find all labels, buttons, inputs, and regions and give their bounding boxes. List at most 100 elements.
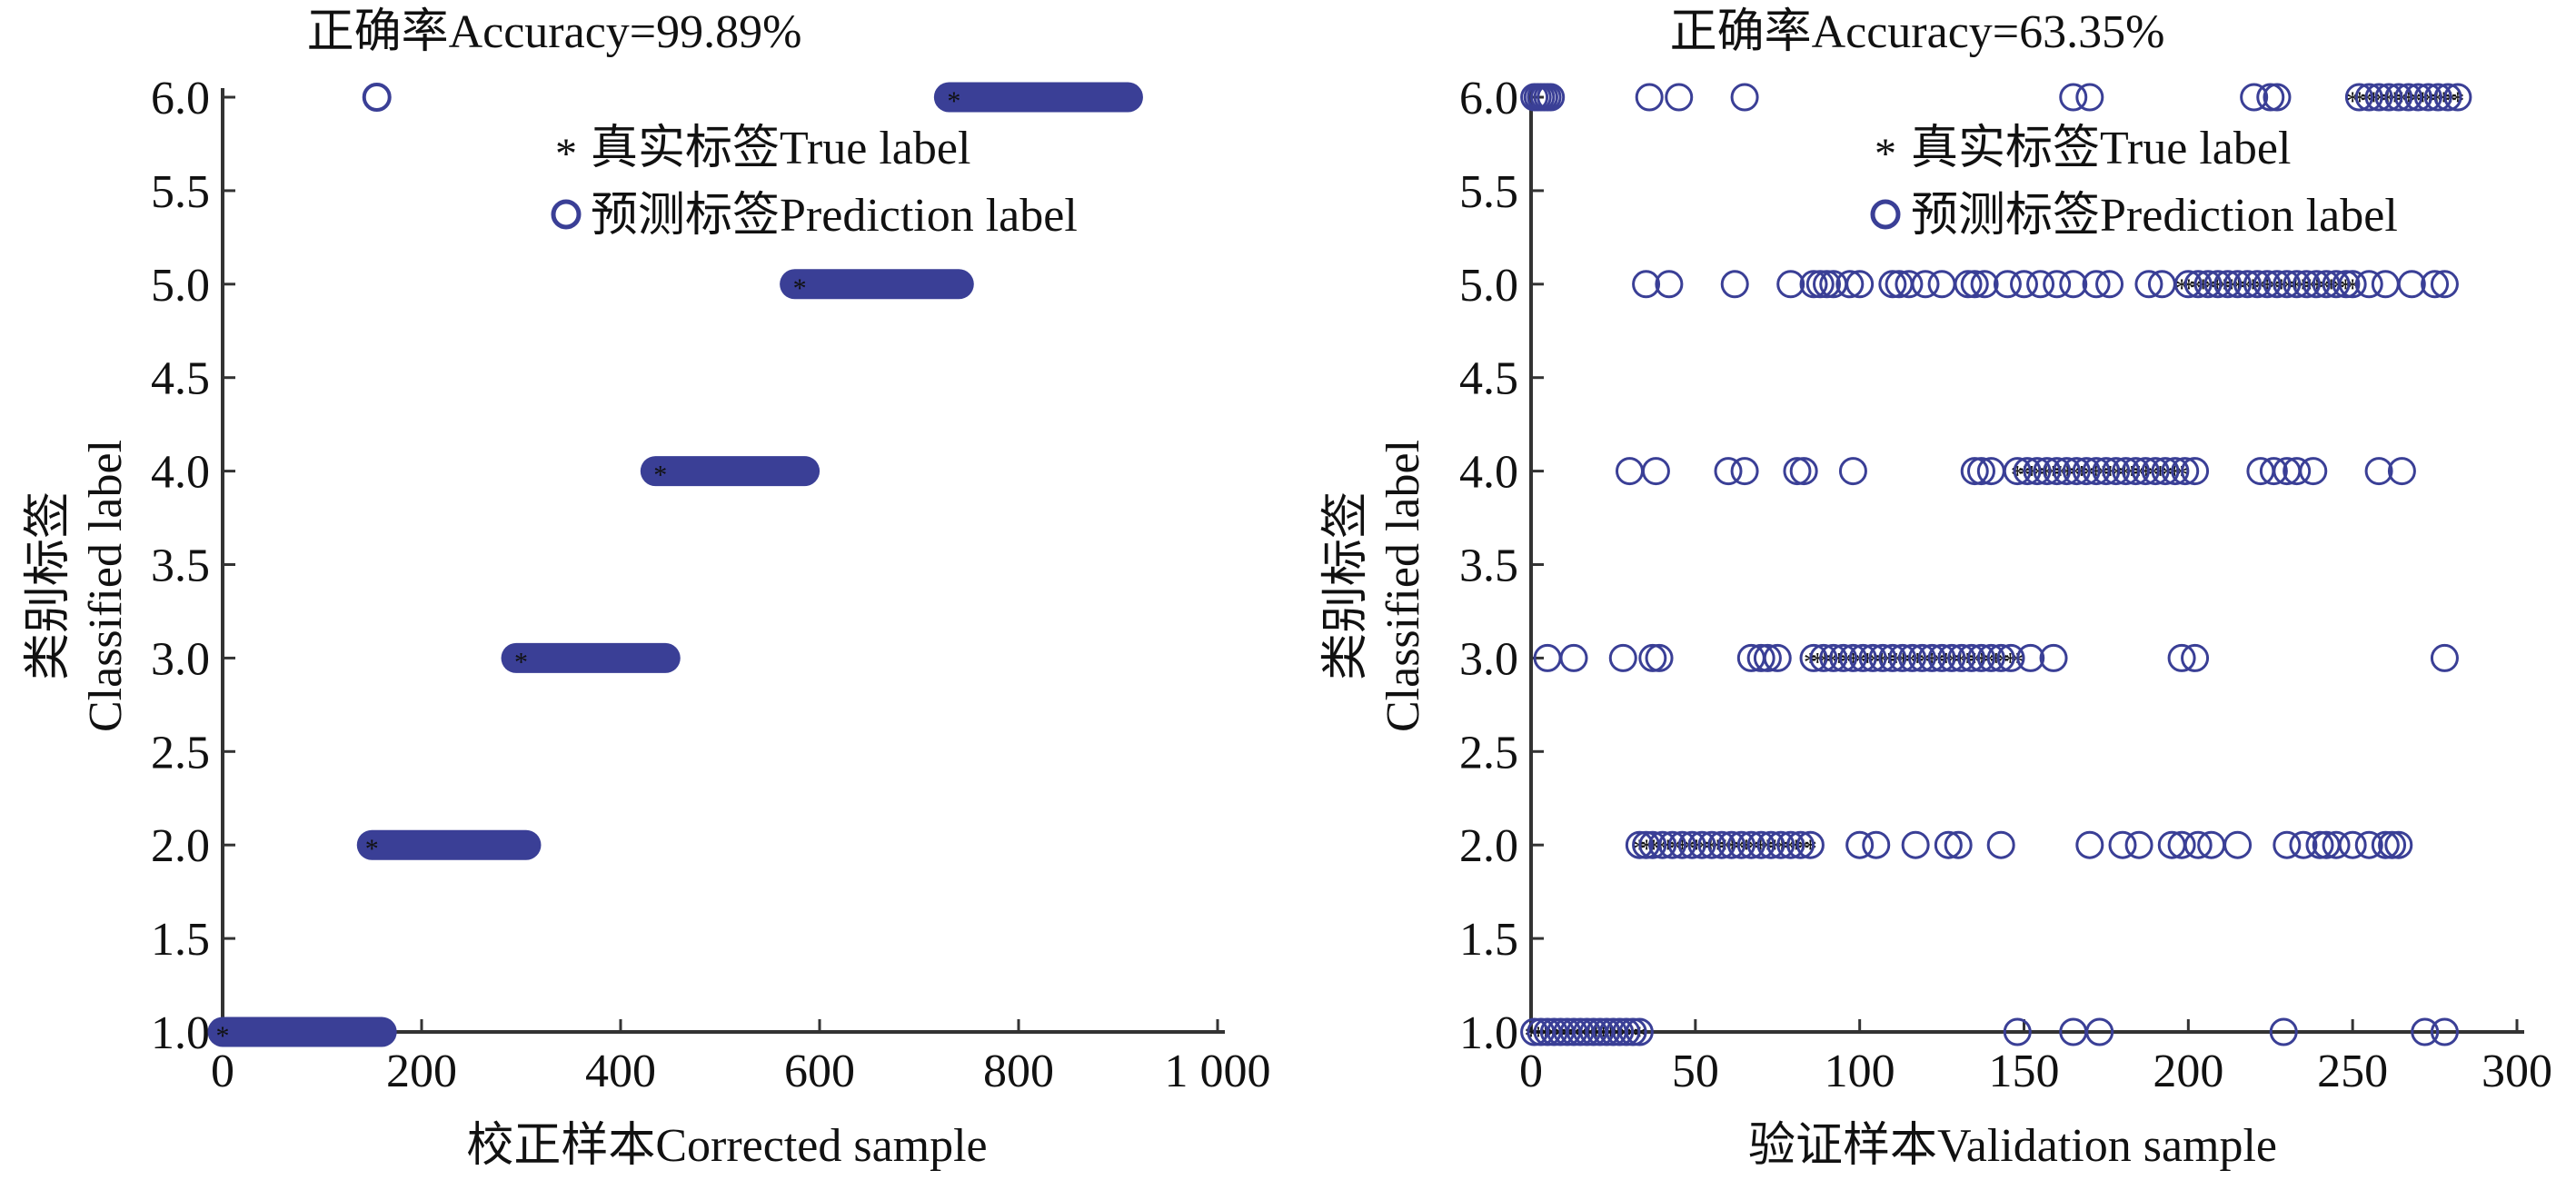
prediction-marker [1665,83,1694,112]
y-tick-label: 3.0 [151,633,210,685]
prediction-marker [1756,830,1785,859]
prediction-marker [1895,270,1924,299]
y-tick-label: 3.0 [1459,633,1518,685]
true-label-marker: * [793,273,807,303]
prediction-marker [1878,643,1907,672]
prediction-marker [2364,457,2393,486]
prediction-marker [2430,270,2459,299]
prediction-marker [2223,270,2253,299]
prediction-marker [2102,457,2131,486]
y-tick-label: 3.5 [1459,540,1518,592]
prediction-marker [1944,830,1973,859]
prediction-marker [2173,270,2203,299]
prediction-marker [1829,643,1858,672]
prediction-marker [2033,457,2062,486]
prediction-marker [1726,830,1755,859]
prediction-marker [2293,270,2322,299]
prediction-marker [2332,270,2361,299]
prediction-marker [1934,830,1963,859]
prediction-marker [2263,270,2292,299]
true-label-marker: * [365,834,379,864]
x-tick-label: 200 [2153,1046,2223,1097]
prediction-marker [2371,830,2400,859]
prediction-marker [2344,83,2373,112]
x-tick-label: 250 [2317,1046,2388,1097]
true-label-marker: * [947,86,960,116]
prediction-marker [1753,643,1782,672]
prediction-marker [2003,457,2032,486]
prediction-marker [2131,457,2160,486]
prediction-marker [2273,830,2302,859]
y-tick-label: 6.0 [1459,73,1518,124]
prediction-marker [1862,830,1891,859]
prediction-marker [2354,83,2383,112]
prediction-marker [1730,457,1759,486]
y-axis-label: 类别标签 Classified label [23,440,132,732]
chart-title: 正确率Accuracy=99.89% [307,6,802,58]
prediction-marker [2283,457,2312,486]
x-tick-label: 50 [1672,1046,1719,1097]
prediction-marker [2259,457,2288,486]
prediction-marker [1986,643,2015,672]
prediction-marker [2092,457,2121,486]
legend-true-label: 真实标签True label [1911,123,2291,174]
x-tick-label: 300 [2482,1046,2552,1097]
prediction-marker [1848,643,1877,672]
prediction-marker [1618,1017,1647,1046]
prediction-marker [1717,830,1746,859]
prediction-marker [2171,457,2200,486]
prediction-marker [1835,270,1865,299]
prediction-marker [1707,830,1736,859]
prediction-marker [1901,830,1930,859]
prediction-marker [1957,643,1986,672]
prediction-marker [1612,1017,1641,1046]
prediction-marker [2183,830,2213,859]
prediction-marker [2302,270,2331,299]
prediction-marker [1845,830,1875,859]
prediction-marker [2039,643,2068,672]
prediction-marker [1537,83,1566,112]
y-axis-label-en: Classified label [1378,440,1429,732]
prediction-marker [2167,643,2196,672]
x-tick-label: 100 [1825,1046,1895,1097]
prediction-marker [1720,270,1749,299]
prediction-marker [1786,830,1815,859]
prediction-marker [1658,830,1687,859]
prediction-marker [2384,83,2413,112]
prediction-marker [1845,270,1875,299]
prediction-marker [1927,643,1956,672]
prediction-marker [2430,643,2459,672]
prediction-marker [1632,270,1661,299]
prediction-marker [362,83,392,112]
prediction-marker [2085,1017,2114,1046]
prediction-marker [2299,457,2328,486]
prediction-marker [1697,830,1726,859]
prediction-marker [2371,270,2400,299]
prediction-marker [1799,270,1828,299]
prediction-marker [2421,270,2450,299]
prediction-marker [2082,270,2111,299]
legend: * 真实标签True label 预测标签Prediction label [551,123,1078,242]
prediction-marker [1625,830,1654,859]
prediction-marker [2124,830,2153,859]
prediction-marker [2151,457,2180,486]
prediction-marker [2413,83,2442,112]
prediction-marker [2404,83,2432,112]
y-tick-label: 1.5 [1459,914,1518,966]
y-tick-label: 4.5 [151,353,210,405]
prediction-marker [2112,457,2141,486]
prediction-marker [1789,457,1818,486]
prediction-marker [1970,270,1999,299]
prediction-marker [1986,830,2015,859]
prediction-marker [2010,270,2038,299]
prediction-marker [2233,270,2262,299]
prediction-marker [1635,83,1664,112]
prediction-marker [2411,1017,2440,1046]
prediction-marker [2003,1017,2032,1046]
x-axis-label: 验证样本Validation sample [1748,1120,2277,1172]
prediction-marker [2181,643,2210,672]
prediction-marker [2322,270,2351,299]
prediction-marker [2167,830,2196,859]
legend-prediction-marker [1870,199,1901,230]
